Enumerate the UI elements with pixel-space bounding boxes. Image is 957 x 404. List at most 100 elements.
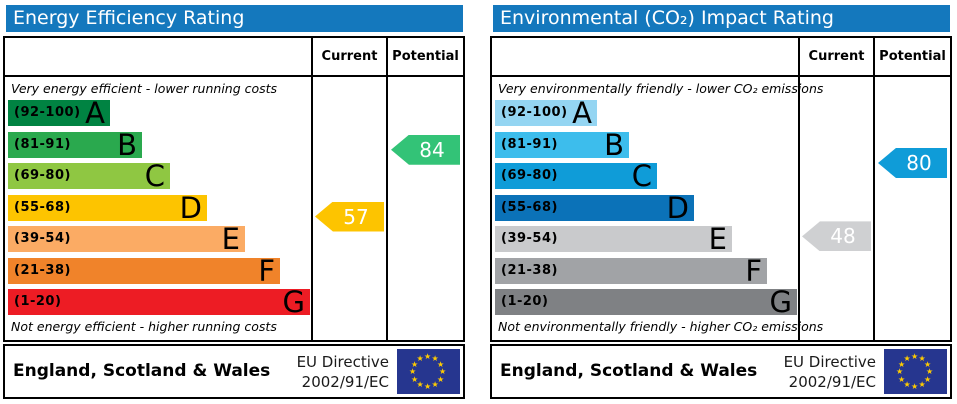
eu-directive-label: EU Directive 2002/91/EC: [297, 352, 389, 392]
band-b: (81-91) B: [495, 127, 629, 162]
eu-star-icon: ★: [416, 379, 424, 389]
band-letter: B: [117, 127, 137, 162]
eu-star-icon: ★: [436, 374, 445, 384]
band-letter: C: [631, 159, 652, 193]
band-letter: A: [85, 96, 105, 130]
region-label: England, Scotland & Wales: [13, 361, 271, 381]
potential-column-header: Potential: [392, 49, 459, 64]
eu-flag-icon: ★ ★ ★ ★ ★ ★ ★ ★ ★ ★ ★ ★: [397, 349, 460, 394]
current-column-header: Current: [808, 49, 865, 64]
band-a: (92-100) A: [495, 96, 597, 130]
potential-rating-arrow: 80: [878, 148, 947, 178]
band-range-label: (69-80): [501, 168, 558, 183]
band-g: (1-20) G: [495, 285, 797, 319]
top-note: Very environmentally friendly - lower CO…: [498, 81, 824, 96]
current-rating-arrow: 57: [315, 201, 384, 232]
band-range-label: (69-80): [14, 168, 71, 183]
potential-column-header: Potential: [879, 49, 946, 64]
eu-star-icon: ★: [898, 359, 906, 369]
eu-star-icon: ★: [431, 379, 439, 389]
region-label: England, Scotland & Wales: [500, 361, 758, 381]
band-e: (39-54) E: [495, 222, 732, 256]
band-range-label: (39-54): [501, 231, 558, 246]
band-range-label: (1-20): [14, 294, 62, 309]
eu-star-icon: ★: [896, 367, 904, 376]
band-range-label: (81-91): [501, 136, 558, 152]
band-f: (21-38) F: [495, 253, 767, 288]
band-letter: F: [258, 253, 275, 288]
eu-star-icon: ★: [411, 374, 419, 384]
band-d: (55-68) D: [8, 190, 207, 225]
panel-footer: England, Scotland & Wales EU Directive 2…: [490, 344, 952, 399]
band-range-label: (21-38): [14, 262, 71, 278]
eu-star-icon: ★: [923, 359, 932, 369]
bottom-note: Not environmentally friendly - higher CO…: [498, 319, 824, 334]
rating-bands: (92-100) A (81-91) B (69-80) C (55-68) D (39-54)…: [8, 96, 310, 321]
eu-star-icon: ★: [926, 367, 934, 376]
eu-directive-line2: 2002/91/EC: [301, 373, 389, 391]
eu-star-icon: ★: [911, 382, 919, 391]
environmental-rating-chart: Current Potential Very environmentally f…: [490, 36, 952, 342]
eu-star-icon: ★: [918, 379, 926, 389]
band-a: (92-100) A: [8, 96, 110, 130]
current-rating-arrow: 48: [802, 221, 871, 252]
header-divider: [5, 75, 463, 77]
top-note: Very energy efficient - lower running co…: [11, 81, 278, 96]
rating-bands: (92-100) A (81-91) B (69-80) C (55-68) D (39-54)…: [495, 96, 797, 321]
eu-directive-label: EU Directive 2002/91/EC: [784, 352, 876, 392]
band-letter: G: [769, 285, 792, 319]
band-letter: D: [666, 190, 689, 225]
eu-star-icon: ★: [409, 367, 417, 376]
band-c: (69-80) C: [8, 162, 170, 191]
energy-rating-chart: Current Potential Very energy efficient …: [3, 36, 465, 342]
band-c: (69-80) C: [495, 159, 657, 193]
band-letter: F: [745, 253, 762, 288]
eu-star-icon: ★: [923, 374, 932, 384]
band-range-label: (92-100): [14, 105, 81, 120]
band-range-label: (92-100): [501, 105, 568, 120]
band-letter: B: [604, 127, 624, 162]
band-range-label: (1-20): [501, 294, 549, 309]
band-letter: E: [221, 222, 240, 256]
header-divider: [492, 75, 950, 77]
panel-title: Energy Efficiency Rating: [6, 5, 463, 32]
eu-directive-line1: EU Directive: [296, 353, 389, 371]
band-range-label: (55-68): [501, 199, 558, 215]
eu-directive-line1: EU Directive: [783, 353, 876, 371]
environmental-impact-panel: Environmental (CO₂) Impact Rating Curren…: [490, 5, 952, 399]
panel-footer: England, Scotland & Wales EU Directive 2…: [3, 344, 465, 399]
band-letter: E: [708, 222, 727, 256]
band-range-label: (81-91): [14, 136, 71, 152]
band-d: (55-68) D: [495, 190, 694, 225]
potential-rating-arrow: 84: [391, 134, 460, 165]
band-range-label: (55-68): [14, 199, 71, 215]
eu-star-icon: ★: [903, 354, 911, 363]
column-divider: [873, 38, 875, 340]
eu-star-icon: ★: [424, 352, 432, 361]
eu-star-icon: ★: [898, 374, 906, 384]
eu-star-icon: ★: [436, 359, 445, 369]
band-range-label: (21-38): [501, 262, 558, 278]
band-letter: D: [179, 190, 202, 225]
eu-star-icon: ★: [431, 354, 439, 363]
band-e: (39-54) E: [8, 222, 245, 256]
band-b: (81-91) B: [8, 127, 142, 162]
energy-efficiency-panel: Energy Efficiency Rating Current Potenti…: [3, 5, 465, 399]
eu-star-icon: ★: [918, 354, 926, 363]
bottom-note: Not energy efficient - higher running co…: [11, 319, 277, 334]
eu-star-icon: ★: [424, 382, 432, 391]
eu-star-icon: ★: [911, 352, 919, 361]
band-letter: G: [282, 285, 305, 319]
column-divider: [386, 38, 388, 340]
band-letter: A: [572, 96, 592, 130]
eu-flag-icon: ★ ★ ★ ★ ★ ★ ★ ★ ★ ★ ★ ★: [884, 349, 947, 394]
eu-directive-line2: 2002/91/EC: [788, 373, 876, 391]
current-column-header: Current: [321, 49, 378, 64]
eu-star-icon: ★: [439, 367, 447, 376]
column-divider: [311, 38, 313, 340]
eu-star-icon: ★: [411, 359, 419, 369]
band-g: (1-20) G: [8, 285, 310, 319]
eu-star-icon: ★: [903, 379, 911, 389]
column-divider: [798, 38, 800, 340]
eu-star-icon: ★: [416, 354, 424, 363]
